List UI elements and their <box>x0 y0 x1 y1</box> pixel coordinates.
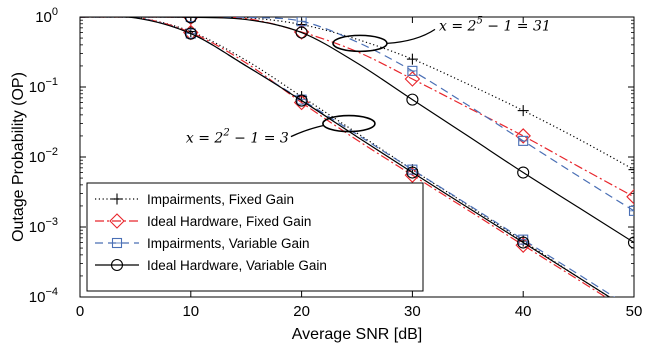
data-point <box>628 164 634 176</box>
data-point <box>626 189 634 205</box>
x-tick-label: 20 <box>293 303 310 320</box>
data-point <box>517 236 530 249</box>
x-tick-label: 30 <box>404 303 421 320</box>
legend-box <box>86 182 424 292</box>
x-tick-label: 50 <box>626 303 643 320</box>
data-point <box>517 105 529 117</box>
series-line <box>80 17 611 297</box>
legend-entry: Ideal Hardware, Fixed Gain <box>95 213 311 229</box>
legend-entry: Impairments, Variable Gain <box>95 236 310 251</box>
y-axis-label: Outage Probability (OP) <box>10 72 27 242</box>
legend-swatch-marker <box>109 213 125 229</box>
data-point <box>184 17 197 24</box>
x-tick-label: 0 <box>76 303 84 320</box>
annotation-leader <box>290 124 324 138</box>
series-layer <box>80 17 634 297</box>
legend-swatch-marker <box>111 193 123 205</box>
series-line <box>80 17 611 297</box>
data-point <box>406 53 418 65</box>
legend-label: Impairments, Fixed Gain <box>147 192 294 207</box>
data-point <box>295 94 308 107</box>
annotation-leader <box>386 28 436 45</box>
axis-ticks: 0 10 20 30 40 50 100 10−1 10−2 10−3 10−4 <box>29 6 643 320</box>
series-line <box>80 17 634 244</box>
series-line <box>80 17 607 297</box>
data-point <box>515 128 531 144</box>
data-point <box>184 27 197 40</box>
legend-label: Ideal Hardware, Fixed Gain <box>147 214 311 229</box>
legend-swatch-marker <box>110 258 124 272</box>
data-point <box>627 236 634 249</box>
annotation-label-31: x = 25 − 1 = 31 <box>439 15 551 34</box>
data-point <box>404 71 421 87</box>
y-tick-label: 10−3 <box>29 216 58 236</box>
legend-entry: Impairments, Fixed Gain <box>95 192 294 207</box>
y-tick-label: 10−2 <box>29 146 58 166</box>
legend-label: Ideal Hardware, Variable Gain <box>147 258 327 273</box>
legend-label: Impairments, Variable Gain <box>147 236 310 251</box>
data-point <box>406 93 419 106</box>
data-point <box>406 166 419 179</box>
annotation-label-3: x = 22 − 1 = 3 <box>186 128 289 147</box>
data-point <box>183 17 199 26</box>
x-tick-label: 40 <box>515 303 532 320</box>
y-tick-label: 10−1 <box>29 76 58 96</box>
y-tick-label: 10−4 <box>29 286 58 306</box>
annotations: x = 25 − 1 = 31 x = 22 − 1 = 3 <box>186 15 551 146</box>
annotation-ellipse <box>322 114 376 133</box>
legend-entry: Ideal Hardware, Variable Gain <box>95 258 327 273</box>
series-4 <box>80 17 634 297</box>
x-axis-label: Average SNR [dB] <box>292 326 422 343</box>
y-tick-label: 100 <box>35 6 58 26</box>
legend: Impairments, Fixed Gain Ideal Hardware, F… <box>86 182 424 292</box>
series-line <box>80 17 634 212</box>
data-point <box>517 166 530 179</box>
data-point <box>295 26 308 39</box>
x-tick-label: 10 <box>182 303 199 320</box>
